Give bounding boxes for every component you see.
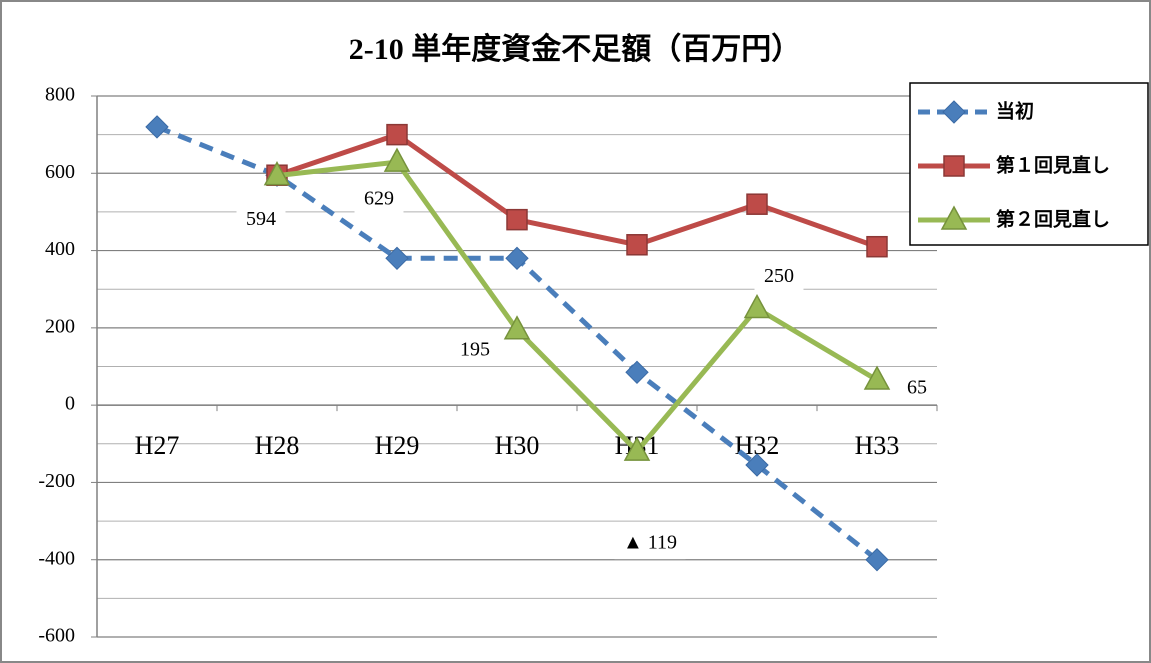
marker	[942, 100, 966, 124]
x-tick-label: H27	[135, 431, 180, 460]
marker	[865, 548, 889, 572]
marker	[385, 246, 409, 271]
y-tick-label: -600	[38, 625, 75, 647]
data-label: 629	[364, 188, 394, 210]
marker	[863, 365, 891, 390]
series-line	[276, 132, 878, 250]
marker	[625, 360, 649, 385]
marker	[943, 155, 965, 177]
x-tick-label: H33	[855, 431, 900, 460]
y-tick-label: 800	[45, 84, 75, 106]
marker	[503, 315, 531, 340]
x-tick-label: H29	[375, 431, 420, 460]
y-tick-label: -200	[38, 470, 75, 492]
marker	[743, 293, 771, 319]
y-tick-label: 600	[45, 161, 75, 183]
marker	[263, 161, 291, 186]
x-tick-label: H28	[255, 431, 300, 460]
marker	[386, 123, 408, 146]
marker	[866, 235, 888, 258]
marker	[506, 208, 528, 231]
legend-label: 第１回見直し	[996, 154, 1110, 177]
marker	[940, 205, 968, 230]
data-label-bg	[450, 335, 500, 366]
chart-title: 2-10 単年度資金不足額（百万円）	[349, 32, 802, 66]
marker	[745, 453, 769, 477]
marker	[505, 246, 529, 271]
legend-label: 当初	[996, 100, 1034, 123]
data-label-bg	[354, 185, 404, 216]
data-label-bg	[236, 205, 286, 236]
data-label-bg	[898, 374, 936, 405]
series-line	[276, 159, 879, 454]
data-label: ▲ 119	[623, 532, 677, 554]
x-tick-label: H30	[495, 431, 540, 460]
marker	[383, 147, 411, 172]
y-tick-label: -400	[38, 547, 75, 569]
y-tick-label: 0	[65, 393, 75, 415]
data-label: 65	[907, 377, 927, 399]
data-label-bg	[614, 529, 686, 560]
y-tick-label: 400	[45, 238, 75, 260]
data-label: 250	[764, 265, 794, 287]
data-label-bg	[754, 262, 804, 293]
data-label: 594	[246, 208, 276, 230]
legend-label: 第２回見直し	[996, 208, 1110, 231]
marker	[626, 234, 648, 256]
marker	[623, 436, 651, 461]
marker	[746, 193, 768, 215]
data-label: 195	[460, 338, 490, 360]
marker	[145, 115, 169, 139]
y-tick-label: 200	[45, 315, 75, 337]
